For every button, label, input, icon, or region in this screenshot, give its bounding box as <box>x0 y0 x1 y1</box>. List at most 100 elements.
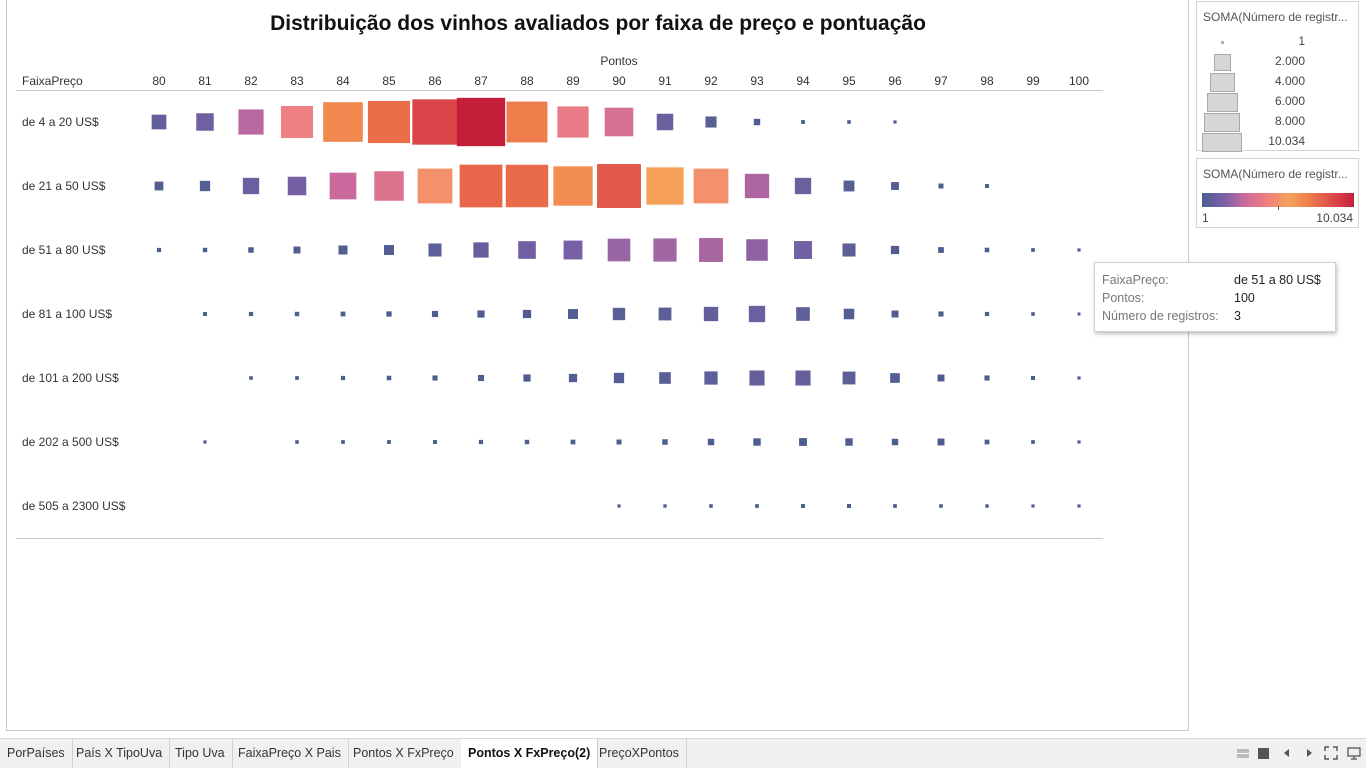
size-legend-square <box>1213 53 1231 71</box>
heatmap-square <box>1077 248 1081 252</box>
heatmap-square <box>477 310 485 318</box>
heatmap-square <box>1031 504 1035 508</box>
heatmap-square <box>893 504 897 508</box>
row-label: de 4 a 20 US$ <box>22 115 99 129</box>
size-legend-row: 8.000 <box>1197 112 1357 132</box>
heatmap-square <box>938 247 944 253</box>
presentation-icon[interactable] <box>1347 746 1361 760</box>
tab-pontos-x-fxpreco[interactable]: Pontos X FxPreço <box>346 739 462 768</box>
heatmap-square <box>505 164 549 208</box>
sheet-view-icon[interactable] <box>1257 746 1271 760</box>
heatmap-square <box>338 245 348 255</box>
size-legend-row: 6.000 <box>1197 92 1357 112</box>
heatmap-square <box>801 504 805 508</box>
tooltip-faixa-key: FaixaPreço: <box>1102 273 1169 287</box>
chart-title: Distribuição dos vinhos avaliados por fa… <box>270 12 926 35</box>
row-label: de 21 a 50 US$ <box>22 179 106 193</box>
heatmap-square <box>616 439 622 445</box>
heatmap-square <box>417 168 453 204</box>
next-icon[interactable] <box>1302 746 1316 760</box>
tab-porpaises[interactable]: PorPaíses <box>0 739 73 768</box>
heatmap-square <box>984 375 990 381</box>
tab-tipo-uva[interactable]: Tipo Uva <box>168 739 233 768</box>
heatmap-square <box>707 438 715 446</box>
heatmap-square <box>238 109 264 135</box>
heatmap-square <box>704 371 718 385</box>
heatmap-square <box>891 182 899 190</box>
heatmap-square <box>431 310 439 318</box>
heatmap-square <box>984 311 990 317</box>
fullscreen-icon[interactable] <box>1324 746 1338 760</box>
x-tick-label: 87 <box>474 74 488 88</box>
heatmap-square <box>985 504 989 508</box>
heatmap-square <box>433 440 437 444</box>
tab-pais-x-tipouva[interactable]: País X TipoUva <box>69 739 171 768</box>
size-legend-row: 4.000 <box>1197 72 1357 92</box>
x-tick-label: 92 <box>704 74 718 88</box>
heatmap-square <box>432 375 438 381</box>
heatmap-square <box>1077 312 1081 316</box>
tooltip-pontos-key: Pontos: <box>1102 291 1145 305</box>
size-legend-label: 2.000 <box>1274 54 1305 68</box>
size-legend-square <box>1204 112 1240 132</box>
heatmap-square <box>847 504 851 508</box>
sheet-tab-bar: PorPaíses País X TipoUva Tipo Uva FaixaP… <box>0 738 1366 768</box>
heatmap-square <box>242 177 260 195</box>
tooltip-faixa-value: de 51 a 80 US$ <box>1234 273 1321 287</box>
x-tick-label: 80 <box>152 74 166 88</box>
row-label: de 101 a 200 US$ <box>22 371 119 385</box>
x-tick-label: 85 <box>382 74 396 88</box>
size-legend-row: 10.034 <box>1197 132 1357 152</box>
heatmap-square <box>1077 504 1081 508</box>
y-axis-header: FaixaPreço <box>22 74 83 88</box>
x-tick-label: 81 <box>198 74 212 88</box>
heatmap-square <box>703 306 719 322</box>
heatmap-square <box>1077 376 1081 380</box>
prev-icon[interactable] <box>1280 746 1294 760</box>
tab-precoxpontos[interactable]: PreçoXPontos <box>592 739 687 768</box>
size-legend-square <box>1206 92 1238 112</box>
tab-pontos-x-fxpreco-2[interactable]: Pontos X FxPreço(2) <box>461 739 599 768</box>
heatmap-square <box>1077 440 1081 444</box>
size-legend[interactable]: SOMA(Número de registr... 1 2.000 4.000 6.0… <box>1196 1 1359 152</box>
color-gradient-bar <box>1202 193 1354 207</box>
heatmap-square <box>459 164 503 208</box>
heatmap-square <box>693 168 729 204</box>
color-legend[interactable]: SOMA(Número de registr... 1 10.034 <box>1196 158 1359 228</box>
heatmap-square <box>938 183 944 189</box>
heatmap-square <box>340 311 346 317</box>
heatmap-square <box>1031 376 1035 380</box>
heatmap-square <box>938 311 944 317</box>
x-tick-label: 96 <box>888 74 902 88</box>
size-legend-square <box>1220 40 1224 44</box>
heatmap-square <box>597 164 641 208</box>
heatmap-square <box>646 167 684 205</box>
heatmap-square <box>295 440 299 444</box>
x-tick-label: 91 <box>658 74 672 88</box>
heatmap-square <box>659 372 671 384</box>
x-tick-label: 97 <box>934 74 948 88</box>
heatmap-square <box>890 245 900 255</box>
heatmap-square <box>662 439 668 445</box>
tab-faixapreco-x-pais[interactable]: FaixaPreço X Pais <box>231 739 349 768</box>
heatmap-square <box>891 438 899 446</box>
x-tick-label: 82 <box>244 74 258 88</box>
x-tick-label: 83 <box>290 74 304 88</box>
heatmap-square <box>753 118 761 126</box>
x-tick-label: 89 <box>566 74 580 88</box>
heatmap-square <box>384 245 394 255</box>
heatmap-square <box>386 311 392 317</box>
heatmap-square <box>705 116 717 128</box>
x-tick-label: 84 <box>336 74 350 88</box>
heatmap-square <box>563 240 583 260</box>
size-legend-label: 8.000 <box>1274 114 1305 128</box>
heatmap-chart[interactable]: Pontos FaixaPreço 80 81 82 83 84 85 86 87 88 89 90 91… <box>0 0 1190 560</box>
heatmap-square <box>456 97 506 147</box>
size-legend-square <box>1202 132 1242 152</box>
heatmap-square <box>604 107 634 137</box>
heatmap-square <box>522 309 532 319</box>
heatmap-square <box>749 370 765 386</box>
heatmap-square <box>794 177 812 195</box>
grid-view-icon[interactable] <box>1236 746 1250 760</box>
heatmap-square <box>323 102 363 142</box>
